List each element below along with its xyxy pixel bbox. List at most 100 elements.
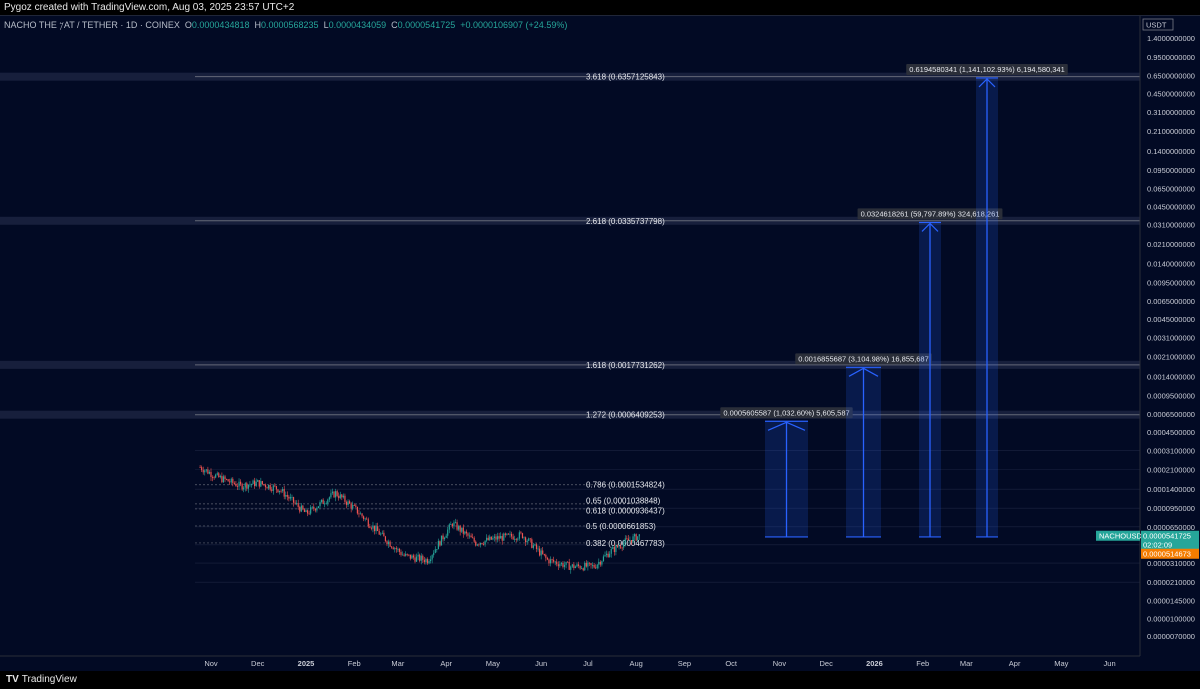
candle-body — [492, 538, 494, 540]
price-tick: 0.0310000000 — [1147, 221, 1195, 230]
time-tick: Nov — [204, 659, 218, 668]
candle-body — [582, 568, 584, 571]
candle-body — [436, 549, 438, 550]
candle-body — [300, 505, 302, 512]
candle-body — [275, 486, 278, 490]
price-tick: 0.1400000000 — [1147, 147, 1195, 156]
candle-body — [529, 538, 531, 540]
fib-label: 0.65 (0.0001038848) — [586, 496, 661, 505]
candle-body — [537, 548, 539, 550]
target-label-bg — [857, 208, 1003, 220]
time-tick: Nov — [773, 659, 787, 668]
candle-body — [327, 499, 329, 504]
candle-body — [236, 486, 239, 487]
time-tick: Sep — [678, 659, 691, 668]
candle-body — [278, 490, 281, 493]
candle-body — [613, 546, 615, 553]
price-tick: 0.0095000000 — [1147, 279, 1195, 288]
candle-body — [500, 535, 502, 539]
price-tick: 0.4500000000 — [1147, 90, 1195, 99]
candle-body — [243, 487, 245, 490]
candle-body — [433, 552, 435, 556]
candle-body — [202, 470, 204, 473]
candle-body — [629, 540, 631, 541]
candle-body — [409, 554, 411, 559]
candle-body — [528, 538, 530, 541]
price-tick: 0.6500000000 — [1147, 72, 1195, 81]
candle-body — [554, 561, 556, 563]
candle-body — [308, 513, 310, 515]
candle-body — [316, 508, 318, 511]
low-label: L — [323, 20, 329, 30]
candle-body — [423, 559, 425, 563]
footer: TV TradingView — [0, 671, 1200, 689]
top-bar: Pygoz created with TradingView.com, Aug … — [0, 0, 1200, 15]
candle-body — [459, 526, 461, 532]
candle-body — [289, 497, 292, 499]
candle-body — [487, 537, 489, 541]
candle-body — [621, 547, 623, 549]
time-tick: 2026 — [866, 659, 883, 668]
candle-body — [339, 494, 341, 499]
candle-body — [366, 518, 368, 520]
time-tick: 2025 — [298, 659, 315, 668]
candle-body — [567, 561, 569, 563]
brand-name: TradingView — [21, 674, 77, 685]
candle-body — [637, 536, 639, 541]
candle-body — [394, 548, 396, 550]
marker-price-badge — [1141, 548, 1199, 559]
fib-label: 1.618 (0.0017731262) — [586, 361, 665, 370]
candle-body — [630, 540, 633, 543]
candle-body — [274, 485, 276, 487]
candle-body — [444, 537, 446, 540]
candle-body — [319, 501, 321, 507]
candle-body — [254, 480, 256, 487]
chart-canvas[interactable]: 3.618 (0.6357125843) 2.618 (0.0335737798)… — [0, 16, 1200, 671]
chart-frame[interactable]: 3.618 (0.6357125843) 2.618 (0.0335737798)… — [0, 15, 1200, 672]
candle-body — [601, 561, 603, 565]
price-tick: 0.0000070000 — [1147, 632, 1195, 641]
candle-body — [238, 481, 240, 487]
price-tick: 0.3100000000 — [1147, 108, 1195, 117]
candle-body — [211, 477, 214, 478]
candle-body — [257, 480, 259, 482]
candle-body — [400, 551, 402, 555]
candle-body — [264, 484, 267, 488]
candle-body — [534, 544, 536, 546]
candle-body — [364, 518, 366, 520]
open-label: O — [184, 20, 192, 30]
candle-body — [310, 507, 312, 514]
candle-body — [288, 496, 290, 499]
candle-body — [504, 533, 506, 535]
candle-body — [350, 503, 352, 509]
candle-body — [235, 483, 237, 487]
candle-body — [489, 536, 491, 541]
candle-body — [450, 524, 452, 526]
price-tick: 1.4000000000 — [1147, 34, 1195, 43]
candle-body — [461, 527, 463, 532]
candle-body — [305, 510, 307, 513]
candle-body — [573, 564, 575, 569]
candle-body — [292, 497, 295, 503]
price-tick: 0.0000210000 — [1147, 578, 1195, 587]
candle-body — [349, 501, 351, 504]
candle-body — [422, 555, 424, 560]
candle-body — [210, 471, 212, 478]
candle-body — [324, 503, 326, 505]
symbol-name: NACHO THE 𐤊AT / TETHER · 1D · COINEX — [4, 20, 180, 30]
time-tick: Mar — [391, 659, 404, 668]
time-tick: May — [1054, 659, 1068, 668]
candle-body — [523, 537, 525, 539]
candle-body — [216, 473, 218, 475]
candle-body — [239, 481, 242, 484]
candle-body — [397, 548, 399, 550]
candle-body — [590, 563, 592, 566]
candle-body — [387, 541, 390, 545]
candle-body — [260, 481, 262, 487]
price-tick: 0.0009500000 — [1147, 391, 1195, 400]
fib-label: 0.618 (0.0000936437) — [586, 506, 665, 515]
candle-body — [447, 529, 449, 536]
candle-body — [568, 561, 570, 570]
candle-body — [269, 484, 271, 490]
candle-body — [225, 479, 228, 480]
